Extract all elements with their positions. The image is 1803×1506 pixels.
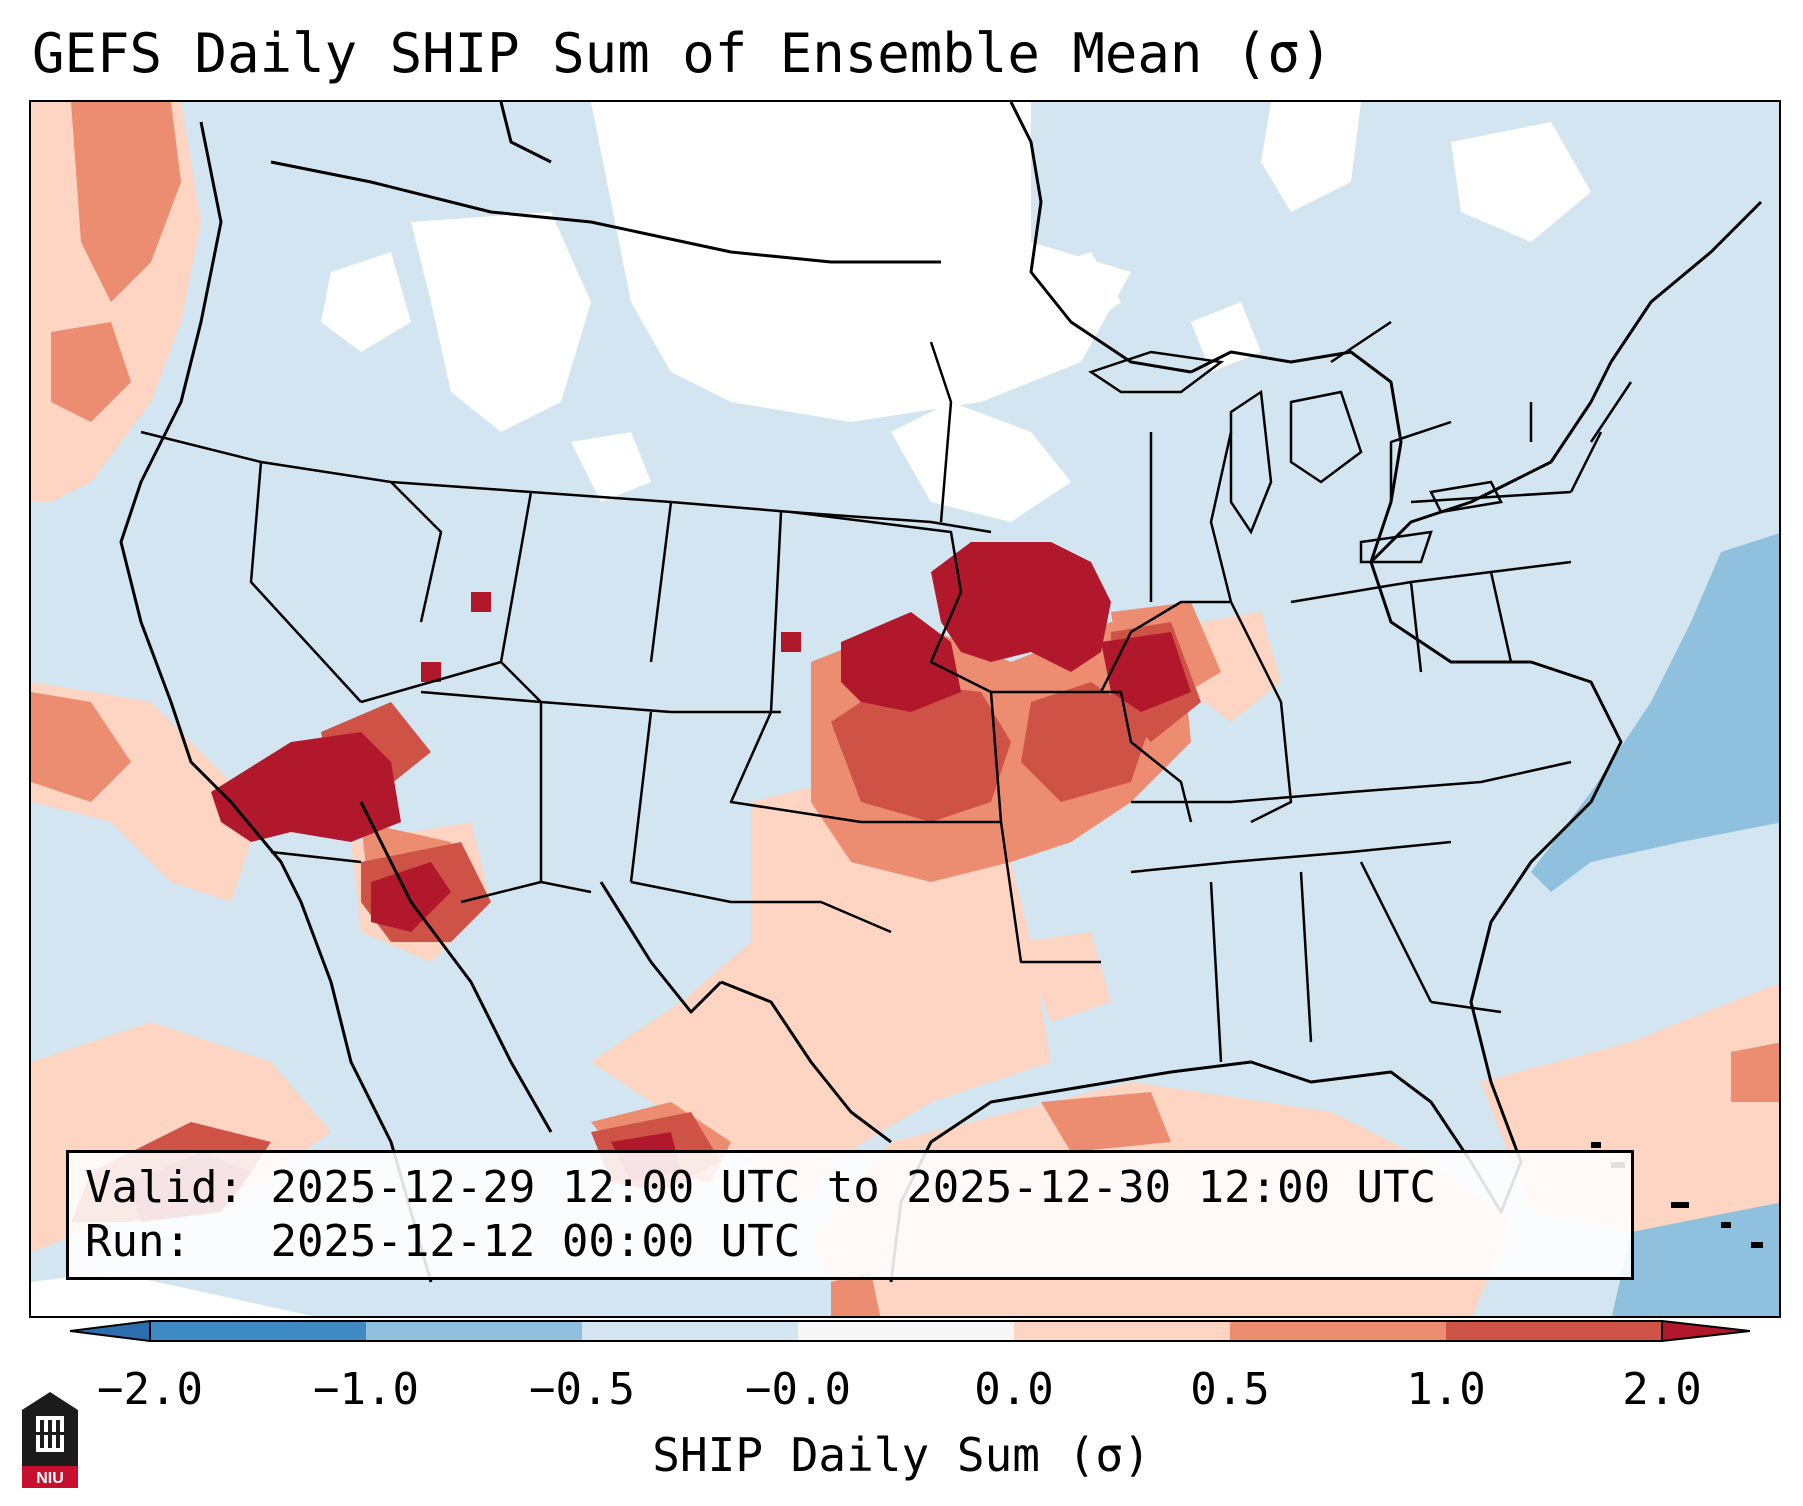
- colorbar-segment-1: [150, 1321, 366, 1341]
- colorbar-tick-label: 2.0: [1622, 1364, 1702, 1415]
- colorbar-segment-6: [1230, 1321, 1446, 1341]
- colorbar-tick-label: −1.0: [313, 1364, 419, 1415]
- niu-logo: NIU: [22, 1392, 78, 1488]
- colorbar-segment-7: [1446, 1321, 1662, 1341]
- state-boundaries: [140, 320, 1633, 1063]
- colorbar-segment-3: [582, 1321, 798, 1341]
- colorbar-max-extension: [1661, 1320, 1750, 1342]
- map-panel: [29, 100, 1781, 1318]
- ship-map: [31, 102, 1779, 1316]
- colorbar-segment-2: [366, 1321, 582, 1341]
- colorbar-tick-label: 1.0: [1406, 1364, 1486, 1415]
- coastlines-and-borders: [119, 102, 1763, 1283]
- colorbar-segment-4: [798, 1321, 1014, 1341]
- map-title: GEFS Daily SHIP Sum of Ensemble Mean (σ): [32, 22, 1333, 85]
- valid-run-info-box: Valid: 2025-12-29 12:00 UTC to 2025-12-3…: [66, 1150, 1634, 1280]
- colorbar: [70, 1320, 1750, 1342]
- colorbar-tick-label: −0.5: [529, 1364, 635, 1415]
- colorbar-tick-label: 0.5: [1190, 1364, 1270, 1415]
- valid-label: Valid:: [85, 1162, 244, 1213]
- colorbar-outline: [149, 1320, 1663, 1342]
- colorbar-min-extension: [70, 1320, 151, 1342]
- colorbar-segment-5: [1014, 1321, 1230, 1341]
- logo-text: NIU: [36, 1470, 64, 1487]
- run-label: Run:: [85, 1216, 191, 1267]
- negative-anomaly: [1531, 533, 1779, 1316]
- great-lakes: [1088, 350, 1503, 564]
- colorbar-tick-label: −0.0: [745, 1364, 851, 1415]
- colorbar-tick-label: 0.0: [974, 1364, 1054, 1415]
- valid-period: 2025-12-29 12:00 UTC to 2025-12-30 12:00…: [270, 1162, 1437, 1213]
- run-time: 2025-12-12 00:00 UTC: [270, 1216, 801, 1267]
- colorbar-label: SHIP Daily Sum (σ): [652, 1428, 1151, 1482]
- colorbar-tick-label: −2.0: [97, 1364, 203, 1415]
